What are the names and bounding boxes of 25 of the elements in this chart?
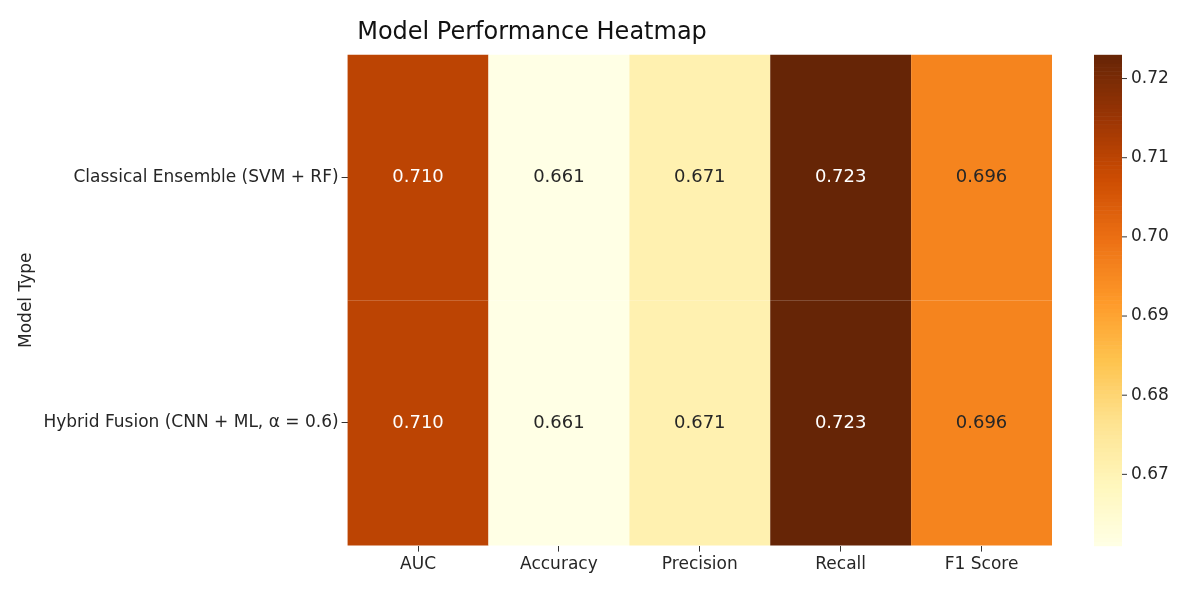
- y-tick-label: Classical Ensemble (SVM + RF): [73, 165, 339, 186]
- y-tick-label: Hybrid Fusion (CNN + ML, α = 0.6): [43, 411, 339, 432]
- x-tick-label: AUC: [400, 553, 436, 574]
- color-bar-label: 0.71: [1131, 146, 1169, 167]
- data-label: 0.661: [533, 165, 585, 187]
- data-label: 0.671: [674, 165, 726, 187]
- x-tick-label: Recall: [815, 553, 867, 574]
- data-label: 0.723: [814, 410, 867, 432]
- data-label: 0.671: [674, 410, 726, 432]
- color-bar-label: 0.70: [1131, 225, 1169, 246]
- color-bar-label: 0.68: [1131, 383, 1169, 404]
- x-tick-label: F1 Score: [944, 553, 1019, 574]
- data-label: 0.696: [955, 410, 1008, 432]
- x-tick-label: Precision: [661, 553, 738, 574]
- data-label: 0.661: [533, 410, 585, 432]
- chart-title: Model Performance Heatmap: [357, 16, 707, 45]
- data-label: 0.710: [392, 410, 444, 432]
- data-label: 0.723: [814, 165, 867, 187]
- color-bar-label: 0.67: [1131, 462, 1169, 483]
- x-tick-label: Accuracy: [520, 553, 598, 574]
- data-label: 0.710: [392, 165, 444, 187]
- y-axis-title: Model Type: [14, 252, 35, 348]
- data-label: 0.696: [955, 165, 1008, 187]
- color-bar-label: 0.72: [1131, 66, 1169, 87]
- color-bar-label: 0.69: [1131, 304, 1169, 325]
